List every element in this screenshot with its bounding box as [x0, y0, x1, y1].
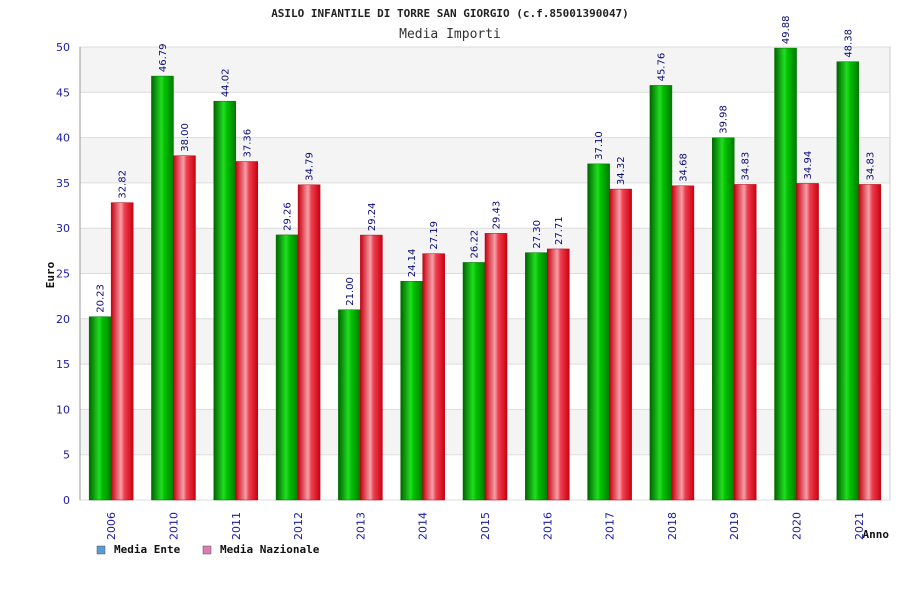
bar-value-label: 21.00: [345, 277, 356, 306]
bar-media-ente: [275, 234, 299, 501]
bar-media-ente: [587, 163, 610, 501]
bars: [88, 47, 882, 501]
bar-value-label: 27.71: [554, 216, 565, 245]
y-tick-label: 10: [56, 403, 70, 416]
legend-swatch-ente: [96, 545, 106, 555]
y-tick-label: 0: [63, 494, 70, 507]
bar-value-label: 27.19: [429, 221, 440, 250]
x-tick-label: 2018: [666, 512, 679, 540]
y-tick-label: 15: [56, 358, 70, 371]
bar-value-label: 45.76: [656, 53, 667, 82]
bar-media-nazionale: [110, 202, 134, 501]
bar-media-ente: [836, 61, 860, 501]
bar-value-label: 29.24: [367, 202, 378, 231]
y-tick-label: 30: [56, 222, 70, 235]
chart-subtitle: Media Importi: [399, 27, 501, 42]
y-tick-label: 50: [56, 41, 70, 54]
plot-band: [80, 47, 890, 93]
bar-media-nazionale: [671, 185, 695, 501]
x-tick-label: 2021: [853, 512, 866, 540]
bar-value-label: 37.10: [594, 131, 605, 160]
bar-value-label: 27.30: [532, 220, 543, 249]
x-tick-label: 2019: [728, 512, 741, 540]
bar-value-label: 24.14: [407, 249, 418, 278]
bar-value-label: 49.88: [781, 15, 792, 44]
bar-value-label: 38.00: [180, 123, 191, 152]
bar-media-ente: [400, 281, 423, 501]
chart-title: ASILO INFANTILE DI TORRE SAN GIORGIO (c.…: [271, 7, 629, 20]
bar-media-ente: [151, 75, 174, 501]
x-tick-label: 2011: [230, 512, 243, 540]
legend: Media Ente Media Nazionale: [96, 543, 320, 556]
y-tick-label: 25: [56, 268, 70, 281]
y-tick-label: 35: [56, 177, 70, 190]
x-axis-label: Anno: [863, 528, 890, 541]
bar-media-nazionale: [858, 184, 882, 501]
x-tick-label: 2012: [292, 512, 305, 540]
plot-band: [80, 182, 890, 229]
x-tick-label: 2016: [541, 512, 554, 540]
bar-value-label: 46.79: [158, 43, 169, 72]
y-tick-label: 40: [56, 132, 70, 145]
value-labels: 20.23 32.82 46.79 38.00 44.02 37.36 29.26 34.79…: [96, 15, 877, 312]
bar-media-nazionale: [360, 234, 383, 501]
legend-label-nazionale: Media Nazionale: [220, 543, 320, 556]
bar-media-nazionale: [796, 183, 819, 501]
bar-value-label: 34.83: [865, 152, 876, 181]
bar-value-label: 34.68: [678, 153, 689, 182]
bar-value-label: 34.83: [741, 152, 752, 181]
bar-value-label: 32.82: [118, 170, 129, 199]
bar-value-label: 29.43: [492, 201, 503, 230]
bar-value-label: 34.79: [305, 152, 316, 181]
bar-media-nazionale: [484, 233, 508, 501]
bar-value-label: 37.36: [242, 129, 253, 158]
y-tick-label: 45: [56, 86, 70, 99]
bar-value-label: 34.32: [616, 156, 627, 185]
bar-value-label: 44.02: [220, 69, 231, 98]
bar-media-nazionale: [733, 184, 757, 501]
x-axis-ticks: 2006 2010 2011 2012 2013 2014 2015 2016 2017 2018…: [105, 512, 866, 540]
bar-value-label: 39.98: [719, 105, 730, 134]
bar-media-nazionale: [422, 253, 445, 501]
y-tick-label: 20: [56, 313, 70, 326]
bar-media-nazionale: [297, 184, 321, 501]
bar-value-label: 26.22: [470, 230, 481, 259]
bar-value-label: 34.94: [803, 151, 814, 180]
bar-media-ente: [462, 262, 486, 501]
x-tick-label: 2013: [354, 512, 367, 540]
bar-media-nazionale: [609, 188, 632, 501]
y-tick-label: 5: [63, 449, 70, 462]
plot-band: [80, 137, 890, 183]
plot-band: [80, 92, 890, 138]
x-tick-label: 2010: [167, 512, 180, 540]
bar-media-ente: [338, 309, 361, 501]
bar-value-label: 48.38: [843, 29, 854, 58]
bar-media-nazionale: [547, 248, 570, 501]
bar-media-ente: [711, 137, 735, 501]
y-axis-ticks: 0 5 10 15 20 25 30 35 40 45 50: [56, 41, 70, 507]
x-tick-label: 2020: [791, 512, 804, 540]
x-tick-label: 2015: [479, 512, 492, 540]
bar-media-ente: [649, 85, 673, 501]
bar-value-label: 20.23: [96, 284, 107, 313]
bar-media-ente: [774, 47, 797, 501]
bar-media-nazionale: [173, 155, 196, 501]
bar-value-label: 29.26: [283, 202, 294, 231]
x-tick-label: 2006: [105, 512, 118, 540]
legend-swatch-nazionale: [202, 545, 212, 555]
bar-media-nazionale: [235, 161, 259, 501]
bar-media-ente: [525, 252, 548, 501]
bar-media-ente: [213, 100, 237, 501]
bar-media-ente: [88, 316, 112, 501]
y-axis-label: Euro: [44, 261, 57, 288]
x-tick-label: 2017: [604, 512, 617, 540]
x-tick-label: 2014: [417, 512, 430, 540]
legend-label-ente: Media Ente: [114, 543, 181, 556]
